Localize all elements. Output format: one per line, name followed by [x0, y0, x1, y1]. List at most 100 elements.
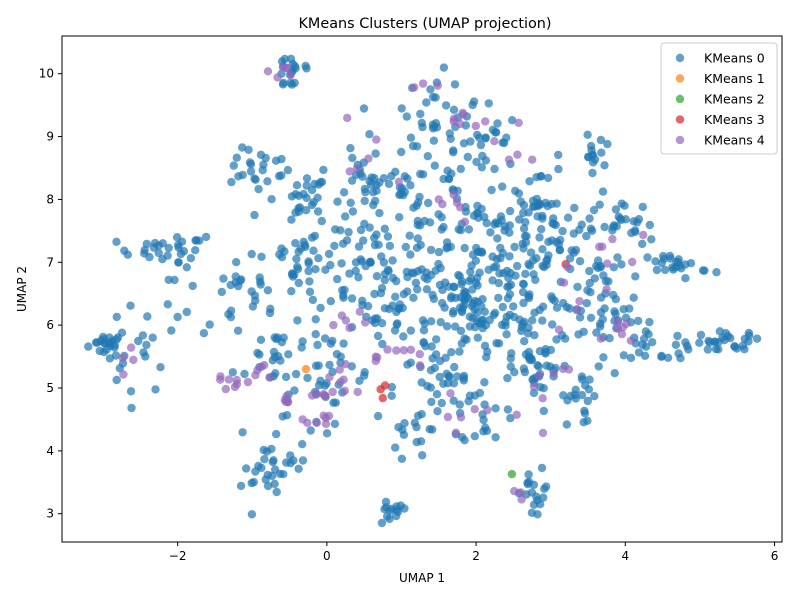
scatter-point [473, 333, 482, 342]
y-tick-label: 7 [46, 255, 54, 269]
scatter-point [292, 181, 302, 190]
scatter-point [589, 205, 599, 215]
scatter-point [500, 226, 509, 235]
scatter-point [186, 254, 196, 263]
series-2 [507, 469, 517, 479]
scatter-point [668, 263, 677, 272]
scatter-point [587, 146, 596, 155]
scatter-point [481, 117, 490, 126]
scatter-point [585, 214, 594, 223]
scatter-point [426, 85, 435, 94]
scatter-point [491, 433, 500, 442]
scatter-point [534, 198, 543, 208]
scatter-point [534, 362, 543, 371]
scatter-point [520, 337, 529, 346]
x-tick-label: 0 [323, 549, 331, 563]
scatter-point [345, 323, 354, 333]
scatter-point [273, 73, 282, 82]
scatter-point [510, 486, 519, 496]
scatter-point [385, 241, 395, 251]
scatter-point [399, 346, 409, 355]
scatter-point [609, 263, 618, 272]
scatter-point [529, 382, 539, 391]
scatter-point [219, 274, 228, 283]
scatter-point [257, 252, 266, 261]
scatter-point [573, 282, 582, 292]
scatter-point [437, 398, 446, 408]
scatter-point [331, 398, 340, 407]
scatter-point [356, 225, 366, 235]
scatter-point [405, 231, 414, 240]
scatter-point [148, 333, 157, 342]
scatter-point [740, 345, 749, 354]
scatter-point [671, 340, 681, 349]
scatter-point [433, 407, 442, 416]
scatter-point [464, 225, 474, 234]
scatter-point [421, 342, 430, 351]
scatter-point [270, 479, 279, 489]
scatter-point [684, 345, 693, 354]
scatter-point [538, 394, 547, 403]
scatter-point [321, 413, 330, 423]
scatter-point [261, 475, 270, 484]
scatter-point [112, 375, 121, 385]
scatter-point [283, 165, 293, 175]
scatter-point [538, 316, 547, 325]
scatter-point [504, 155, 514, 164]
scatter-point [119, 370, 128, 379]
scatter-point [380, 504, 389, 514]
scatter-point [478, 295, 487, 304]
scatter-point [519, 201, 529, 210]
scatter-point [432, 335, 441, 344]
scatter-point [277, 244, 286, 253]
scatter-point [417, 118, 426, 128]
scatter-point [360, 196, 369, 206]
scatter-point [353, 387, 362, 397]
scatter-point [377, 252, 386, 261]
scatter-point [510, 242, 519, 252]
scatter-point [105, 333, 114, 342]
scatter-point [609, 221, 619, 230]
scatter-point [110, 343, 119, 352]
scatter-point [752, 334, 762, 343]
scatter-point [205, 320, 214, 329]
scatter-point [246, 160, 256, 169]
scatter-point [263, 67, 273, 76]
scatter-point [465, 322, 475, 331]
scatter-point [297, 343, 306, 352]
scatter-point [466, 267, 475, 277]
scatter-point [141, 352, 150, 361]
scatter-point [412, 243, 422, 252]
y-tick-label: 9 [46, 130, 54, 144]
scatter-point [310, 231, 320, 241]
scatter-point [711, 344, 721, 354]
scatter-point [418, 451, 427, 460]
scatter-point [242, 464, 251, 473]
scatter-point [351, 258, 361, 267]
scatter-point [554, 325, 564, 334]
scatter-point [451, 428, 461, 437]
scatter-point [380, 275, 389, 285]
scatter-point [384, 179, 394, 189]
scatter-point [438, 298, 447, 308]
scatter-point [182, 263, 191, 272]
y-tick-label: 6 [46, 318, 54, 332]
scatter-point [383, 232, 393, 241]
scatter-point [596, 135, 606, 145]
scatter-point [712, 268, 721, 277]
scatter-point [437, 213, 446, 222]
scatter-point [272, 487, 281, 497]
scatter-point [309, 198, 318, 207]
scatter-point [674, 255, 683, 264]
scatter-point [681, 338, 690, 347]
scatter-point [243, 377, 253, 387]
scatter-point [619, 305, 628, 314]
scatter-point [300, 240, 310, 250]
scatter-point [188, 281, 197, 291]
scatter-point [367, 180, 376, 189]
scatter-point [272, 429, 281, 439]
scatter-point [286, 458, 295, 468]
scatter-point [330, 241, 339, 251]
scatter-point [610, 369, 619, 378]
scatter-point [347, 294, 357, 303]
